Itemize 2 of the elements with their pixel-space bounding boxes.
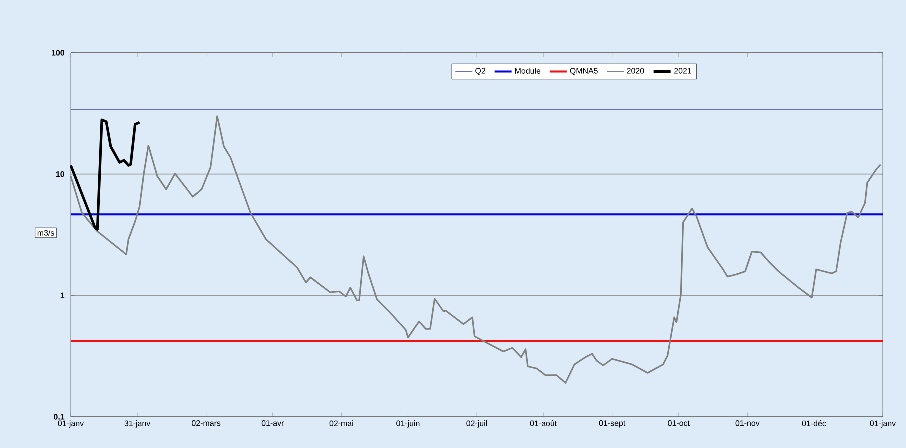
line-series bbox=[70, 116, 882, 384]
line-series bbox=[70, 118, 142, 231]
